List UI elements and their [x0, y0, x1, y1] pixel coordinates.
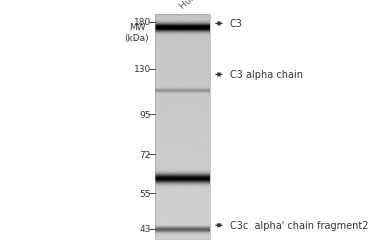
Text: 130: 130: [134, 65, 151, 74]
Text: 72: 72: [140, 150, 151, 159]
Text: 180: 180: [134, 18, 151, 27]
Text: C3 alpha chain: C3 alpha chain: [230, 70, 303, 80]
Text: 43: 43: [140, 224, 151, 233]
Text: C3c  alpha' chain fragment2: C3c alpha' chain fragment2: [230, 220, 368, 230]
Bar: [155, 15, 210, 239]
Text: MW
(kDa): MW (kDa): [125, 23, 149, 43]
Text: 95: 95: [139, 110, 151, 119]
Text: Human plasma: Human plasma: [179, 0, 237, 11]
Text: C3: C3: [230, 19, 243, 29]
Text: 55: 55: [139, 189, 151, 198]
